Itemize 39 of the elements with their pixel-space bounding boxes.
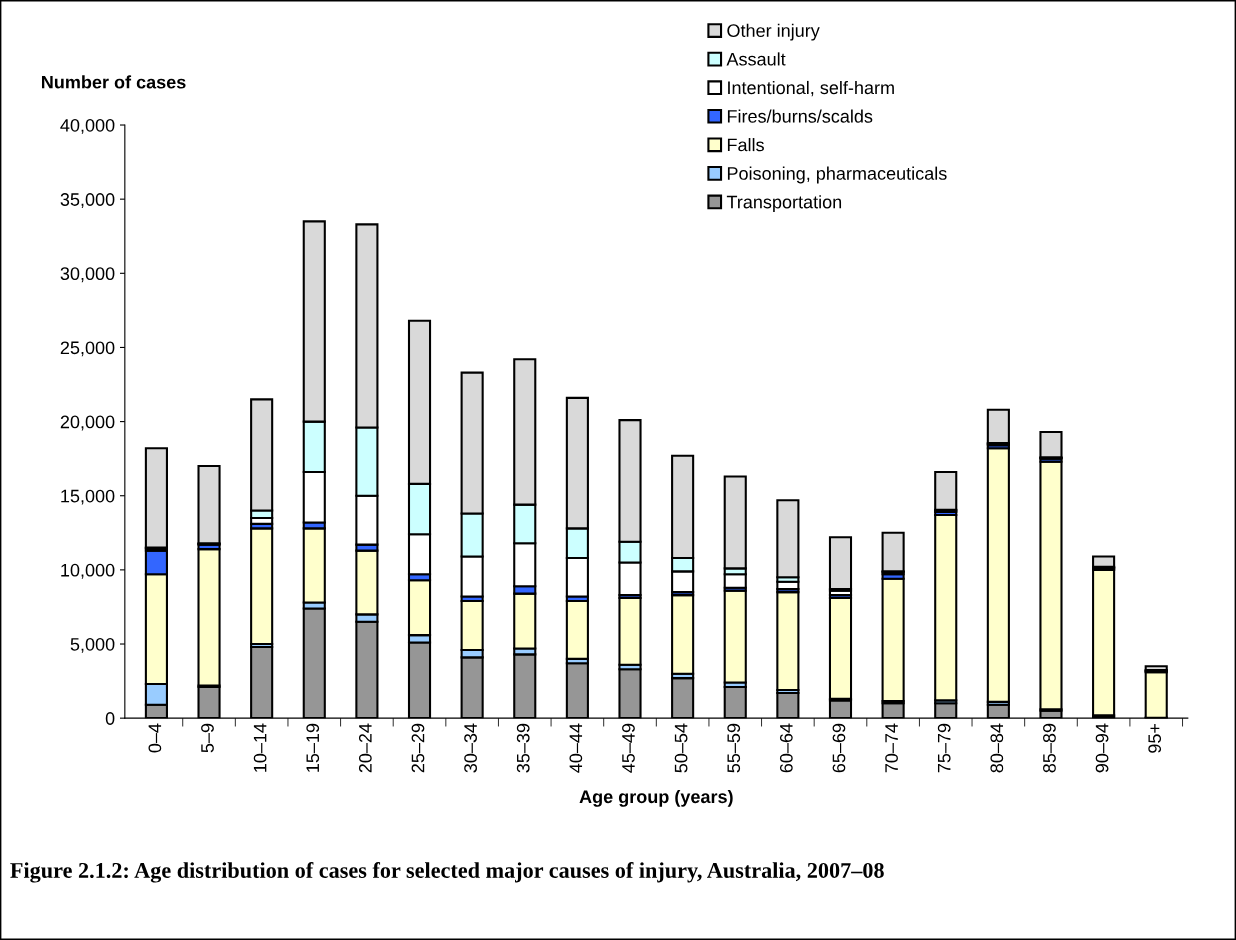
y-tick-label: 40,000: [60, 118, 115, 134]
x-tick-label: 20–24: [358, 723, 372, 773]
legend-label: Falls: [727, 138, 764, 152]
x-tick-label: 35–39: [516, 723, 530, 773]
y-tick-label: 15,000: [61, 489, 115, 505]
text: Figure 2.1.2: Age distribution of cases for selected major causes of injury, Australia, 2007–08: [10, 862, 884, 883]
x-tick-label: 0–4: [148, 723, 162, 753]
x-tick-label: 60–64: [779, 723, 793, 773]
y-tick-label: 5,000: [70, 637, 115, 653]
x-tick-label: 85–89: [1043, 723, 1056, 773]
x-tick-label: 55–59: [727, 723, 741, 773]
x-tick-label: 90–94: [1095, 723, 1109, 773]
x-tick-label: 5–9: [201, 723, 214, 753]
x-tick-label: 25–29: [411, 723, 425, 773]
legend-label: Intentional, self-harm: [728, 80, 894, 97]
legend-label: Poisoning, pharmaceuticals: [727, 166, 947, 184]
x-tick-label: 15–19: [306, 723, 320, 772]
y-tick-label: 35,000: [60, 193, 115, 209]
x-tick-label: 95+: [1148, 723, 1162, 753]
x-tick-label: 80–84: [990, 723, 1004, 773]
x-axis-title: Age group (years): [579, 789, 733, 807]
x-tick-label: 75–79: [937, 723, 951, 773]
legend-label: Other injury: [727, 23, 820, 41]
x-tick-label: 40–44: [569, 723, 583, 773]
x-tick-label: 30–34: [464, 723, 477, 773]
x-tick-label: 10–14: [253, 723, 267, 772]
y-tick-label: 10,000: [61, 563, 115, 579]
y-axis-title: Number of cases: [42, 75, 186, 89]
legend-label: Assault: [726, 52, 786, 66]
y-tick-label: 25,000: [60, 341, 115, 357]
x-tick-label: 45–49: [622, 723, 635, 773]
legend-label: Transportation: [726, 195, 842, 212]
y-tick-label: 20,000: [60, 415, 115, 431]
x-tick-label: 50–54: [674, 723, 688, 773]
x-tick-label: 65–69: [832, 723, 846, 773]
x-tick-label: 70–74: [885, 723, 898, 773]
y-tick-label: 0: [105, 712, 115, 725]
legend-label: Fires/burns/scalds: [727, 109, 873, 123]
y-tick-label: 30,000: [60, 267, 115, 283]
